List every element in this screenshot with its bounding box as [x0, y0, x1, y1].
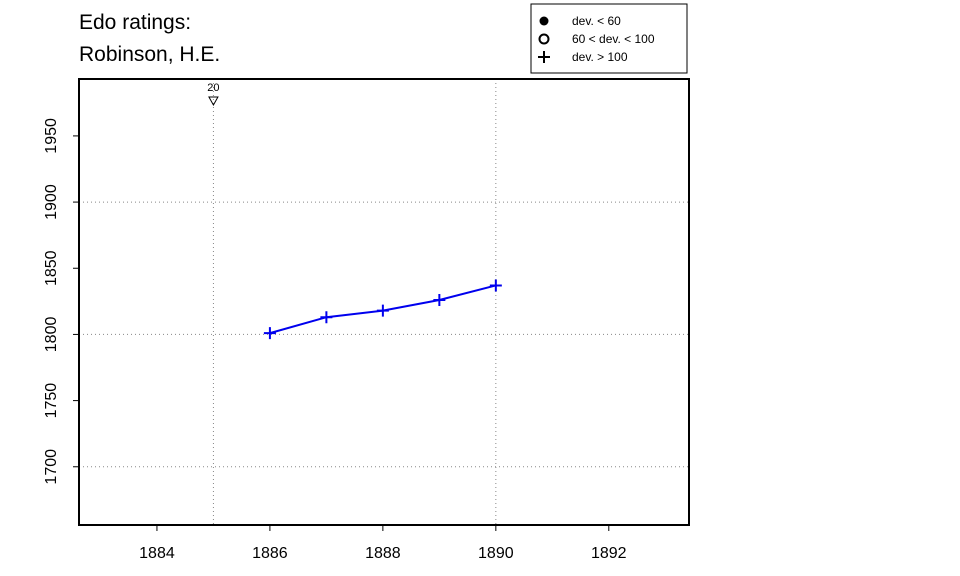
legend-marker — [538, 51, 550, 63]
marker — [320, 311, 333, 324]
x-tick-label: 1884 — [139, 545, 175, 562]
x-tick-label: 1892 — [591, 545, 627, 562]
x-tick-label: 1890 — [478, 545, 514, 562]
plot-frame — [78, 78, 690, 526]
chart-subtitle: Robinson, H.E. — [79, 43, 220, 66]
x-tick-label: 1886 — [252, 545, 288, 562]
y-tick-label: 1950 — [43, 118, 60, 154]
annotation-marker — [208, 96, 219, 107]
legend-marker — [538, 33, 550, 45]
y-tick-label: 1800 — [43, 317, 60, 353]
marker — [433, 294, 446, 307]
marker — [376, 304, 389, 317]
legend-box — [530, 3, 688, 74]
marker — [489, 279, 502, 292]
y-tick-label: 1700 — [43, 449, 60, 485]
legend-marker — [539, 16, 549, 26]
legend-label: 60 < dev. < 100 — [572, 32, 655, 46]
legend-label: dev. > 100 — [572, 50, 628, 64]
y-tick-label: 1900 — [43, 184, 60, 220]
y-tick-label: 1750 — [43, 383, 60, 419]
y-tick-label: 1850 — [43, 250, 60, 286]
chart-title: Edo ratings: — [79, 11, 191, 34]
legend-label: dev. < 60 — [572, 14, 621, 28]
annotation-label: 20 — [207, 82, 219, 94]
marker — [263, 327, 276, 340]
x-tick-label: 1888 — [365, 545, 401, 562]
